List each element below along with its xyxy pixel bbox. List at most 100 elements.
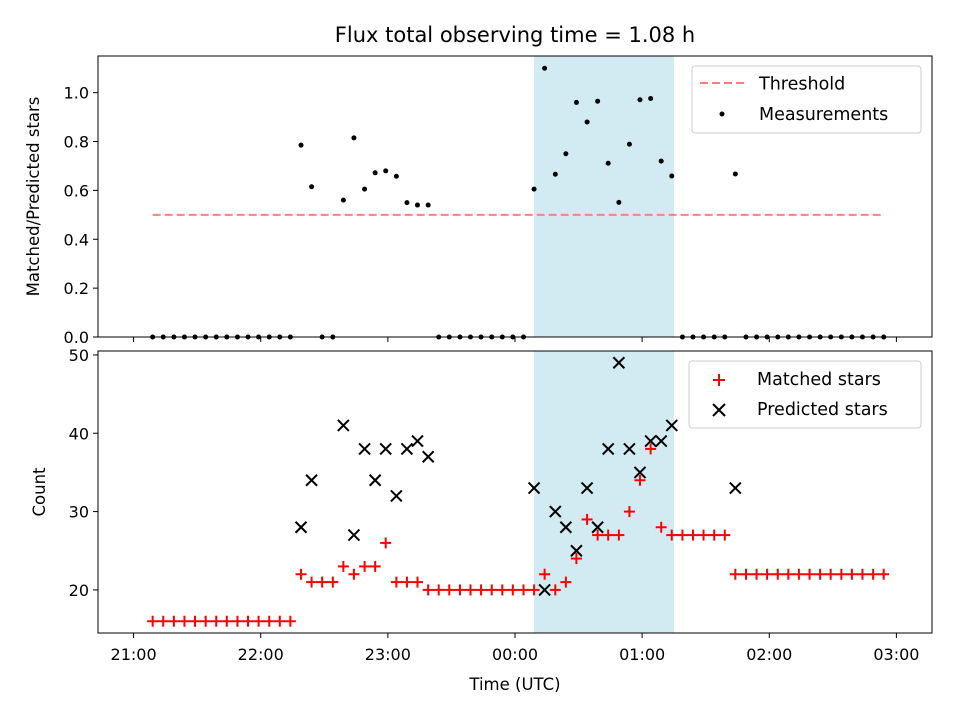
matched-stars-point — [147, 615, 159, 627]
measurement-point — [362, 186, 368, 192]
matched-stars-point — [528, 584, 540, 596]
matched-stars-point — [782, 568, 794, 580]
matched-stars-point — [178, 615, 190, 627]
ratio-legend: Threshold Measurements — [691, 65, 922, 134]
predicted-stars-point — [368, 474, 382, 487]
matched-stars-point — [443, 584, 455, 596]
matched-stars-point — [814, 568, 826, 580]
matched-stars-point — [390, 576, 402, 588]
matched-stars-point — [698, 529, 710, 541]
ratio-panel: 0.0 0.2 0.4 0.6 0.8 1.0 Matched/Predicted sta… — [24, 55, 933, 347]
observing-window-shade — [534, 56, 674, 337]
x-tick-label: 01:00 — [619, 645, 665, 664]
measurement-point — [573, 99, 579, 105]
matched-stars-point — [846, 568, 858, 580]
measurement-point — [616, 199, 622, 205]
measurement-point — [425, 202, 431, 208]
matched-stars-point — [761, 568, 773, 580]
matched-stars-point — [549, 584, 561, 596]
predicted-stars-point — [644, 434, 657, 448]
matched-stars-point — [486, 584, 498, 596]
matched-stars-point — [337, 560, 349, 572]
measurement-point — [669, 173, 675, 179]
matched-stars-point — [189, 615, 201, 627]
measurement-point — [595, 98, 601, 104]
matched-stars-point — [380, 537, 392, 549]
predicted-stars-point — [559, 521, 573, 534]
predicted-stars-point — [527, 481, 541, 495]
measurement-point — [298, 142, 304, 148]
measurement-point — [626, 141, 632, 147]
predicted-stars-point — [601, 442, 615, 456]
count-y-tick-label: 30 — [69, 503, 89, 522]
matched-stars-point — [200, 615, 212, 627]
ratio-y-tick-label: 0.8 — [64, 133, 89, 152]
matched-stars-point — [655, 521, 667, 533]
matched-stars-point — [316, 576, 328, 588]
predicted-stars-point — [549, 505, 562, 518]
predicted-stars-point — [411, 434, 424, 448]
predicted-stars-point — [337, 419, 350, 432]
matched-stars-point — [369, 560, 381, 572]
x-tick-label: 00:00 — [492, 645, 538, 664]
matched-stars-point — [518, 584, 530, 596]
matched-stars-point — [751, 568, 763, 580]
matched-stars-point — [327, 576, 339, 588]
predicted-stars-point — [538, 583, 551, 597]
predicted-stars-point — [580, 481, 594, 495]
predicted-stars-point — [305, 474, 318, 487]
matched-stars-point — [465, 584, 477, 596]
predicted-stars-point — [358, 442, 371, 456]
matched-stars-point — [359, 560, 371, 572]
measurement-point — [414, 202, 420, 208]
matched-stars-point — [634, 474, 646, 486]
predicted-stars-point — [623, 442, 636, 456]
measurement-point — [393, 173, 399, 179]
count-y-tick-label: 50 — [69, 346, 89, 365]
matched-stars-point — [856, 568, 868, 580]
matched-stars-point — [263, 615, 275, 627]
matched-stars-point — [433, 584, 445, 596]
matched-stars-point — [422, 584, 434, 596]
predicted-legend-swatch — [712, 403, 726, 417]
threshold-legend-label: Threshold — [758, 75, 845, 95]
matched-stars-point — [592, 529, 604, 541]
predicted-legend-label: Predicted stars — [757, 400, 888, 420]
matched-stars-point — [602, 529, 614, 541]
measurement-point — [605, 160, 611, 166]
predicted-stars-point — [294, 521, 308, 534]
predicted-stars-point — [612, 356, 626, 369]
matched-stars-point — [708, 529, 720, 541]
matched-stars-point — [157, 615, 169, 627]
matched-legend-label: Matched stars — [757, 370, 881, 390]
x-axis-label: Time (UTC) — [468, 675, 560, 694]
matched-stars-point — [306, 576, 318, 588]
predicted-stars-point — [654, 434, 668, 448]
matched-stars-point — [867, 568, 879, 580]
matched-stars-point — [475, 584, 487, 596]
matched-stars-point — [496, 584, 508, 596]
x-tick-label: 22:00 — [238, 645, 284, 664]
measurement-point — [637, 97, 643, 103]
predicted-stars-point — [421, 450, 435, 463]
measurement-point — [309, 184, 315, 190]
matched-stars-point — [284, 615, 296, 627]
matched-stars-point — [560, 576, 572, 588]
matched-stars-point — [454, 584, 466, 596]
measurement-point — [340, 197, 346, 203]
matched-stars-point — [581, 513, 593, 525]
measurements-legend-label: Measurements — [759, 105, 888, 125]
count-legend-box — [688, 360, 922, 429]
matched-stars-point — [645, 443, 657, 455]
measurement-point — [542, 65, 548, 71]
matched-stars-point — [825, 568, 837, 580]
x-tick-label: 03:00 — [873, 645, 919, 664]
matched-stars-point — [507, 584, 519, 596]
predicted-stars-point — [633, 466, 647, 479]
matched-stars-point — [168, 615, 180, 627]
measurement-point — [584, 119, 590, 125]
measurement-point — [531, 186, 537, 192]
matched-stars-point — [772, 568, 784, 580]
measurement-point — [383, 168, 389, 174]
matched-stars-point — [242, 615, 254, 627]
